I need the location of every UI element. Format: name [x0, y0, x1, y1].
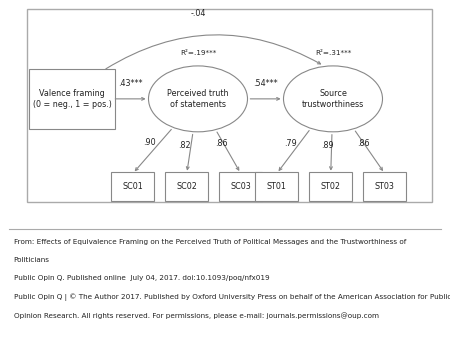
FancyBboxPatch shape — [29, 69, 115, 128]
FancyArrowPatch shape — [106, 35, 320, 69]
Text: .90: .90 — [143, 138, 156, 147]
Ellipse shape — [284, 66, 382, 132]
Text: Opinion Research. All rights reserved. For permissions, please e-mail: journals.: Opinion Research. All rights reserved. F… — [14, 312, 378, 319]
Text: .82: .82 — [179, 141, 191, 149]
Text: .89: .89 — [321, 141, 333, 150]
FancyBboxPatch shape — [166, 172, 208, 201]
Text: Perceived truth
of statements: Perceived truth of statements — [167, 89, 229, 108]
Text: From: Effects of Equivalence Framing on the Perceived Truth of Political Message: From: Effects of Equivalence Framing on … — [14, 239, 406, 245]
FancyBboxPatch shape — [256, 172, 298, 201]
Text: ST03: ST03 — [375, 182, 395, 191]
FancyBboxPatch shape — [112, 172, 154, 201]
FancyBboxPatch shape — [310, 172, 352, 201]
Text: -.04: -.04 — [190, 9, 206, 18]
Text: Public Opin Q | © The Author 2017. Published by Oxford University Press on behal: Public Opin Q | © The Author 2017. Publi… — [14, 294, 450, 301]
Text: R²=.31***: R²=.31*** — [315, 50, 351, 56]
Text: Valence framing
(0 = neg., 1 = pos.): Valence framing (0 = neg., 1 = pos.) — [32, 89, 112, 108]
FancyBboxPatch shape — [220, 172, 262, 201]
FancyBboxPatch shape — [27, 9, 432, 202]
Text: Source
trustworthiness: Source trustworthiness — [302, 89, 364, 108]
Text: Politicians: Politicians — [14, 257, 50, 263]
Text: .79: .79 — [284, 139, 297, 148]
Text: ST02: ST02 — [321, 182, 341, 191]
Text: .43***: .43*** — [118, 79, 143, 88]
Text: R²=.19***: R²=.19*** — [180, 50, 216, 56]
Ellipse shape — [148, 66, 248, 132]
Text: .86: .86 — [357, 139, 369, 148]
Text: ST01: ST01 — [267, 182, 287, 191]
Text: Public Opin Q. Published online  July 04, 2017. doi:10.1093/poq/nfx019: Public Opin Q. Published online July 04,… — [14, 275, 269, 281]
Text: .54***: .54*** — [253, 79, 278, 88]
FancyBboxPatch shape — [364, 172, 406, 201]
Text: SC03: SC03 — [230, 182, 251, 191]
Text: SC01: SC01 — [122, 182, 143, 191]
Text: .86: .86 — [215, 139, 228, 148]
Text: SC02: SC02 — [176, 182, 197, 191]
